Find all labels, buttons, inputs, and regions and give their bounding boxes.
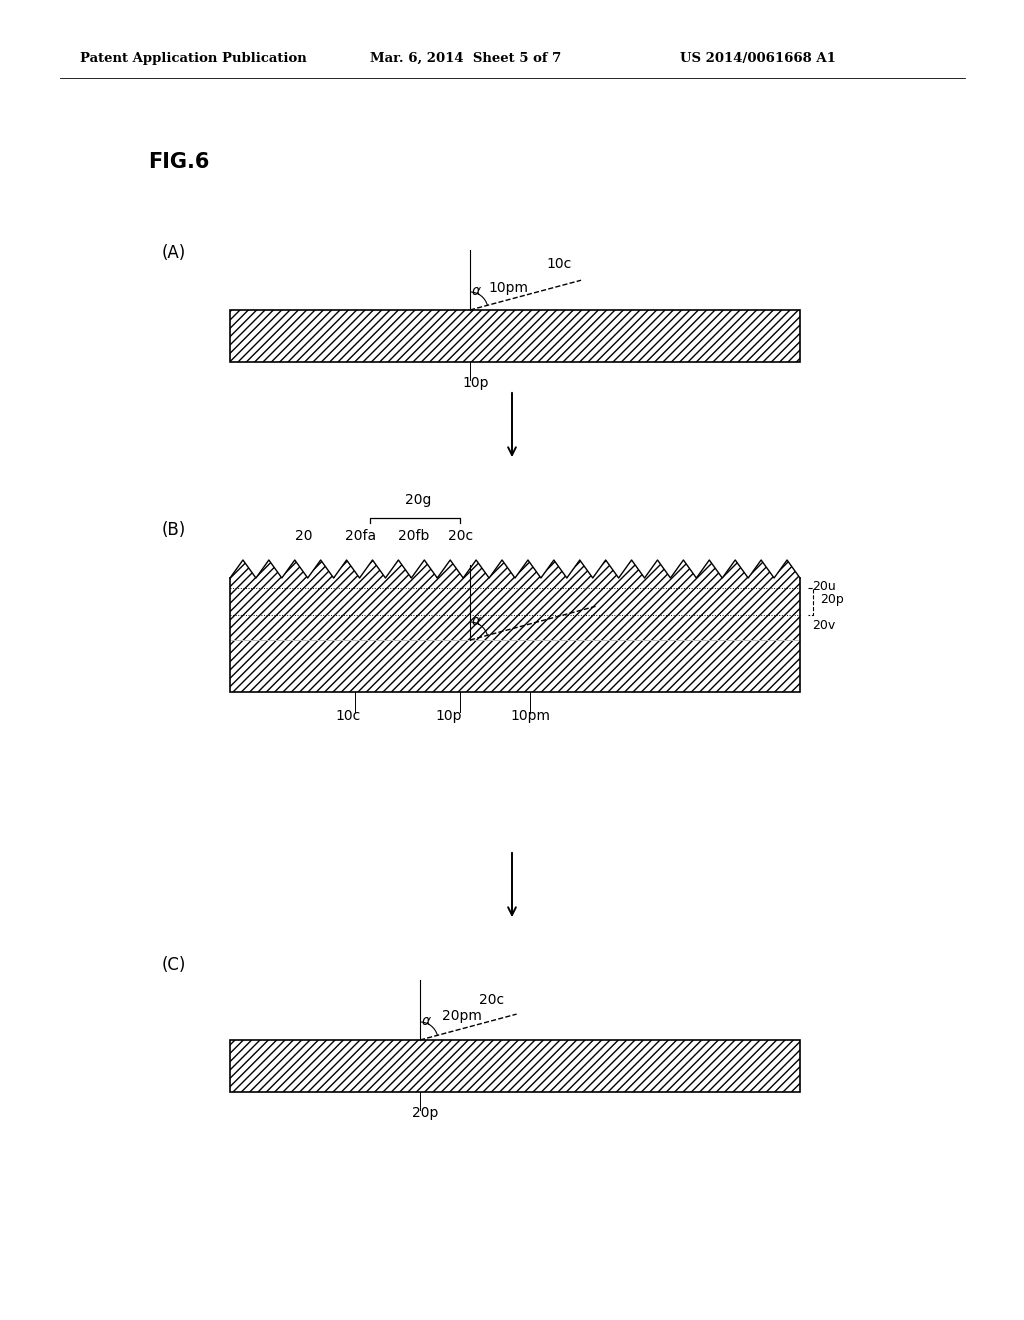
Text: 20g: 20g	[406, 492, 431, 507]
Text: 20fb: 20fb	[398, 529, 429, 543]
Text: (A): (A)	[162, 244, 186, 261]
Text: US 2014/0061668 A1: US 2014/0061668 A1	[680, 51, 836, 65]
Text: 20c: 20c	[449, 529, 473, 543]
Text: Mar. 6, 2014  Sheet 5 of 7: Mar. 6, 2014 Sheet 5 of 7	[370, 51, 561, 65]
Text: (C): (C)	[162, 956, 186, 974]
Text: $\alpha$: $\alpha$	[471, 614, 482, 628]
Text: 20pm: 20pm	[442, 1008, 482, 1023]
Text: 10pm: 10pm	[510, 709, 550, 723]
Text: 20u: 20u	[812, 579, 836, 593]
Text: Patent Application Publication: Patent Application Publication	[80, 51, 307, 65]
Text: FIG.6: FIG.6	[148, 152, 209, 172]
Text: 20v: 20v	[812, 619, 836, 632]
Text: 10c: 10c	[546, 257, 571, 271]
Text: 20p: 20p	[820, 594, 844, 606]
Bar	[230, 640, 800, 692]
Bar	[230, 310, 800, 362]
Text: 10pm: 10pm	[488, 281, 528, 294]
Text: 20p: 20p	[412, 1106, 438, 1119]
Text: 10p: 10p	[435, 709, 462, 723]
Polygon shape	[230, 560, 800, 640]
Text: 20fa: 20fa	[345, 529, 376, 543]
Text: 20c: 20c	[478, 993, 504, 1007]
Text: $\alpha$: $\alpha$	[421, 1014, 432, 1028]
Text: 10c: 10c	[335, 709, 360, 723]
Text: 20: 20	[295, 529, 312, 543]
Text: $\alpha$: $\alpha$	[471, 284, 482, 298]
Bar	[230, 1040, 800, 1092]
Text: (B): (B)	[162, 521, 186, 539]
Text: 10p: 10p	[462, 376, 488, 389]
